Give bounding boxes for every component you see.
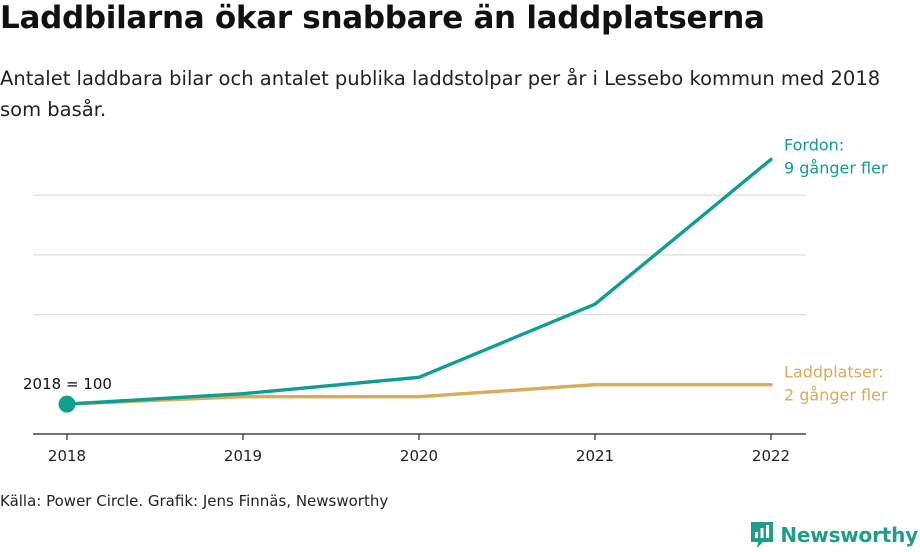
newsworthy-logo-icon [751, 522, 774, 548]
x-tick-label: 2019 [224, 447, 262, 465]
x-tick-label: 2021 [576, 447, 614, 465]
series-line-fordon [65, 157, 773, 406]
series-label-laddplatser: Laddplatser: [784, 363, 884, 382]
x-tick-label: 2022 [752, 447, 790, 465]
series-label-laddplatser: 2 gånger fler [784, 386, 888, 405]
chart-subtitle: Antalet laddbara bilar och antalet publi… [0, 67, 881, 121]
series-labels: 2018 = 100 Fordon: 9 gånger fler Laddplatse… [23, 135, 888, 404]
chart-title: Laddbilarna ökar snabbare än laddplatser… [0, 0, 765, 36]
x-tick-label: 2020 [400, 447, 438, 465]
series-line-laddplatser [65, 383, 773, 406]
base-point-marker [58, 395, 76, 413]
base-year-annotation: 2018 = 100 [23, 375, 112, 393]
series-lines [58, 157, 773, 413]
line-chart: 2018 2019 2020 2021 2022 2018 = 100 Fordon: 9 … [23, 135, 888, 465]
gridlines [33, 194, 806, 316]
newsworthy-brand: Newsworthy [749, 519, 918, 551]
x-axis: 2018 2019 2020 2021 2022 [33, 433, 806, 465]
source-note: Källa: Power Circle. Grafik: Jens Finnäs… [0, 492, 389, 510]
brand-name: Newsworthy [780, 523, 918, 547]
series-label-fordon: 9 gånger fler [784, 158, 888, 177]
x-tick-label: 2018 [48, 447, 86, 465]
series-label-fordon: Fordon: [784, 135, 844, 154]
